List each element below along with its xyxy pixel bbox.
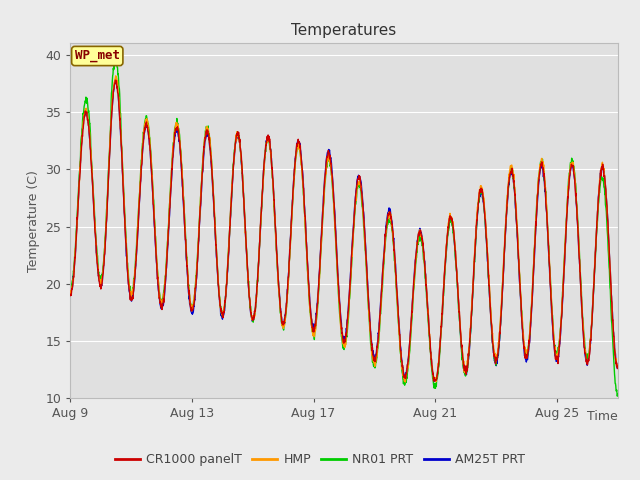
NR01 PRT — [271, 225, 279, 231]
NR01 PRT — [440, 278, 448, 284]
HMP — [614, 362, 621, 368]
AM25T PRT — [293, 143, 301, 148]
HMP — [98, 280, 106, 286]
NR01 PRT — [67, 281, 74, 287]
CR1000 panelT — [98, 283, 106, 288]
AM25T PRT — [290, 172, 298, 178]
Line: HMP: HMP — [70, 76, 618, 382]
NR01 PRT — [111, 56, 119, 62]
AM25T PRT — [67, 291, 74, 297]
HMP — [112, 73, 120, 79]
Line: AM25T PRT: AM25T PRT — [70, 81, 618, 381]
CR1000 panelT — [67, 293, 74, 299]
Line: CR1000 panelT: CR1000 panelT — [70, 80, 618, 381]
CR1000 panelT — [290, 176, 298, 182]
AM25T PRT — [184, 273, 191, 278]
AM25T PRT — [98, 283, 106, 288]
HMP — [290, 174, 298, 180]
HMP — [271, 227, 279, 232]
CR1000 panelT — [293, 141, 301, 147]
NR01 PRT — [293, 149, 301, 155]
Y-axis label: Temperature (C): Temperature (C) — [27, 170, 40, 272]
AM25T PRT — [111, 78, 119, 84]
CR1000 panelT — [441, 271, 449, 277]
CR1000 panelT — [271, 224, 279, 229]
Text: Time: Time — [587, 410, 618, 423]
CR1000 panelT — [184, 271, 191, 277]
HMP — [441, 270, 449, 276]
NR01 PRT — [184, 267, 191, 273]
Line: NR01 PRT: NR01 PRT — [70, 59, 618, 396]
Text: WP_met: WP_met — [75, 49, 120, 62]
NR01 PRT — [614, 393, 621, 399]
HMP — [293, 149, 301, 155]
AM25T PRT — [441, 271, 449, 277]
Title: Temperatures: Temperatures — [291, 23, 397, 38]
AM25T PRT — [431, 378, 439, 384]
Legend: CR1000 panelT, HMP, NR01 PRT, AM25T PRT: CR1000 panelT, HMP, NR01 PRT, AM25T PRT — [110, 448, 530, 471]
NR01 PRT — [614, 391, 621, 397]
HMP — [67, 288, 74, 294]
CR1000 panelT — [429, 378, 437, 384]
CR1000 panelT — [111, 77, 119, 83]
AM25T PRT — [271, 226, 279, 231]
CR1000 panelT — [614, 366, 621, 372]
NR01 PRT — [290, 178, 298, 183]
NR01 PRT — [98, 272, 106, 278]
HMP — [401, 379, 409, 385]
HMP — [184, 267, 191, 273]
AM25T PRT — [614, 363, 621, 369]
